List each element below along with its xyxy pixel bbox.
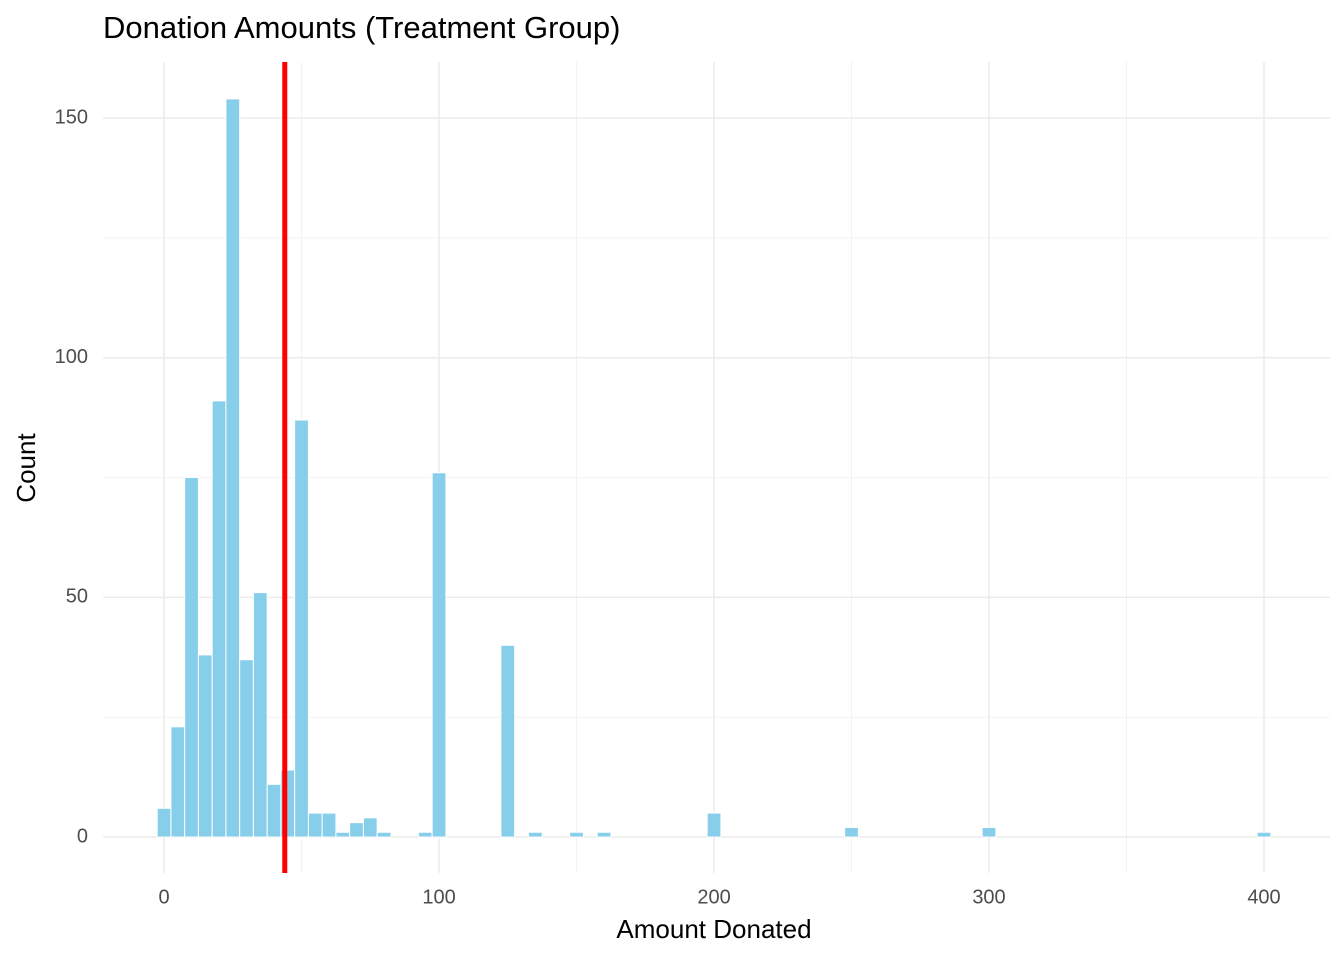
bar	[184, 477, 199, 838]
bar	[239, 659, 254, 838]
bar	[431, 472, 447, 838]
y-tick-label: 150	[55, 106, 88, 128]
x-tick-label: 400	[1247, 886, 1280, 908]
bar	[170, 726, 186, 838]
y-tick-label: 0	[77, 825, 88, 847]
y-tick-label: 50	[66, 586, 88, 608]
bar	[596, 831, 612, 838]
bar	[844, 826, 859, 838]
marks	[156, 62, 1272, 873]
y-tick-label: 100	[55, 346, 88, 368]
bar	[417, 831, 433, 838]
x-tick-label: 200	[697, 886, 730, 908]
bar	[197, 654, 213, 838]
x-tick-label: 0	[158, 886, 169, 908]
x-tick-label: 300	[972, 886, 1005, 908]
bar	[225, 98, 241, 838]
bar	[706, 812, 722, 838]
bar	[569, 831, 584, 838]
x-axis-title: Amount Donated	[616, 914, 811, 944]
bar	[1256, 831, 1272, 838]
bar	[252, 592, 268, 838]
y-axis-title: Count	[11, 433, 41, 503]
bar	[527, 831, 543, 838]
bar	[981, 826, 997, 838]
bar	[321, 812, 337, 838]
bar	[362, 817, 378, 838]
chart-title: Donation Amounts (Treatment Group)	[103, 10, 620, 45]
bar	[349, 822, 364, 838]
bar	[294, 419, 309, 838]
x-tick-label: 100	[422, 886, 455, 908]
bar	[156, 807, 172, 838]
bar	[376, 831, 392, 838]
bar	[307, 812, 323, 838]
bar	[500, 644, 516, 838]
bar	[211, 400, 227, 838]
bar	[335, 831, 351, 838]
bar	[266, 783, 282, 838]
